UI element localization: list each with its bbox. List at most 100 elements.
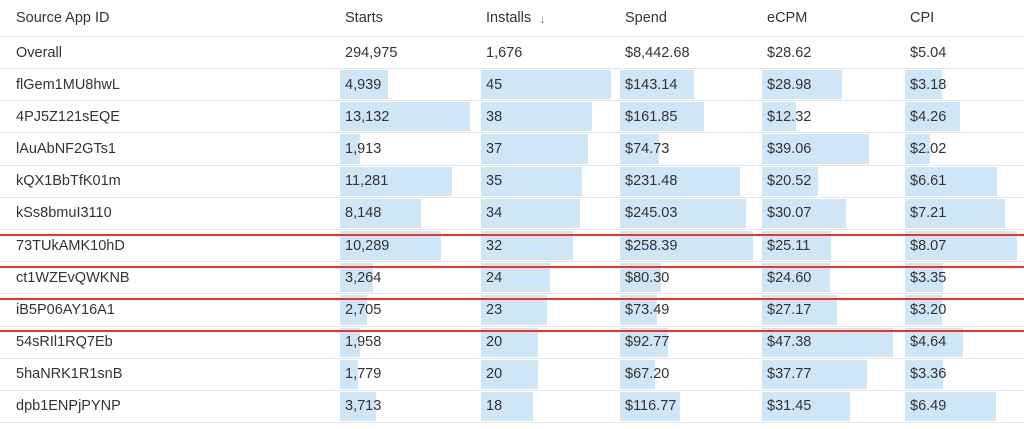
installs-cell: 38 bbox=[481, 101, 613, 132]
ecpm-cell: $31.45 bbox=[762, 391, 896, 422]
table-row[interactable]: iB5P06AY16A1 2,705 23 $73.49 $27.17 $3.20 bbox=[0, 294, 1024, 327]
column-header-starts[interactable]: Starts bbox=[345, 10, 383, 26]
table-row[interactable]: 54sRIl1RQ7Eb 1,958 20 $92.77 $47.38 $4.64 bbox=[0, 327, 1024, 359]
installs-cell: 20 bbox=[481, 327, 613, 358]
source-app-id-cell: dpb1ENPjPYNP bbox=[16, 398, 121, 415]
ecpm-bar bbox=[762, 327, 893, 357]
installs-cell: 37 bbox=[481, 133, 613, 164]
row-highlight-line bbox=[0, 298, 1024, 300]
row-highlight-line bbox=[0, 266, 1024, 268]
spend-bar bbox=[620, 102, 704, 132]
starts-bar bbox=[340, 295, 367, 325]
cpi-bar bbox=[905, 70, 942, 100]
overall-spend: $8,442.68 bbox=[625, 44, 690, 61]
overall-row: Overall 294,975 1,676 $8,442.68 $28.62 $… bbox=[0, 37, 1024, 69]
spend-cell: $143.14 bbox=[620, 69, 754, 100]
source-app-id-cell: kQX1BbTfK01m bbox=[16, 173, 121, 190]
table-row[interactable]: 5haNRK1R1snB 1,779 20 $67.20 $37.77 $3.36 bbox=[0, 359, 1024, 391]
table-row[interactable]: kQX1BbTfK01m 11,281 35 $231.48 $20.52 $6.61 bbox=[0, 166, 1024, 198]
overall-starts: 294,975 bbox=[345, 44, 398, 61]
table-row[interactable]: dpb1ENPjPYNP 3,713 18 $116.77 $31.45 $6.49 bbox=[0, 391, 1024, 424]
table-body: flGem1MU8hwL 4,939 45 $143.14 $28.98 $3.18 4PJ… bbox=[0, 69, 1024, 424]
ecpm-bar bbox=[762, 391, 850, 422]
starts-cell: 3,713 bbox=[340, 391, 472, 422]
installs-bar bbox=[481, 102, 592, 132]
source-app-id-cell: 73TUkAMK10hD bbox=[16, 237, 125, 254]
starts-cell: 1,913 bbox=[340, 133, 472, 164]
cpi-cell: $2.02 bbox=[905, 133, 1024, 164]
installs-bar bbox=[481, 70, 611, 100]
cpi-bar bbox=[905, 295, 942, 325]
starts-cell: 2,705 bbox=[340, 294, 472, 325]
installs-cell: 23 bbox=[481, 294, 613, 325]
ecpm-bar bbox=[762, 295, 837, 325]
ecpm-cell: $28.98 bbox=[762, 69, 896, 100]
cpi-bar bbox=[905, 134, 930, 164]
starts-cell: 11,281 bbox=[340, 166, 472, 197]
starts-cell: 8,148 bbox=[340, 198, 472, 229]
cpi-bar bbox=[905, 391, 996, 422]
overall-ecpm: $28.62 bbox=[767, 44, 812, 61]
overall-cpi: $5.04 bbox=[910, 44, 947, 61]
overall-installs: 1,676 bbox=[486, 44, 523, 61]
table-row[interactable]: flGem1MU8hwL 4,939 45 $143.14 $28.98 $3.18 bbox=[0, 69, 1024, 102]
column-header-source-app-id[interactable]: Source App ID bbox=[16, 10, 110, 26]
ecpm-cell: $47.38 bbox=[762, 327, 896, 358]
starts-cell: 1,779 bbox=[340, 359, 472, 390]
cpi-cell: $4.26 bbox=[905, 101, 1024, 132]
installs-bar bbox=[481, 295, 547, 325]
spend-cell: $73.49 bbox=[620, 294, 754, 325]
installs-cell: 20 bbox=[481, 359, 613, 390]
ecpm-cell: $39.06 bbox=[762, 133, 896, 164]
installs-bar bbox=[481, 166, 582, 196]
row-highlight-line bbox=[0, 234, 1024, 236]
installs-cell: 45 bbox=[481, 69, 613, 100]
row-highlight-line bbox=[0, 330, 1024, 332]
ecpm-cell: $30.07 bbox=[762, 198, 896, 229]
cpi-cell: $6.61 bbox=[905, 166, 1024, 197]
column-header-installs[interactable]: Installs ↓ bbox=[486, 10, 546, 26]
cpi-bar bbox=[905, 359, 943, 389]
table-row[interactable]: kSs8bmuI3110 8,148 34 $245.03 $30.07 $7.21 bbox=[0, 198, 1024, 230]
table-row[interactable]: lAuAbNF2GTs1 1,913 37 $74.73 $39.06 $2.02 bbox=[0, 133, 1024, 166]
sort-descending-icon[interactable]: ↓ bbox=[539, 10, 546, 26]
starts-cell: 1,958 bbox=[340, 327, 472, 358]
starts-bar bbox=[340, 166, 452, 196]
cpi-bar bbox=[905, 327, 963, 357]
spend-bar bbox=[620, 391, 680, 422]
column-header-spend[interactable]: Spend bbox=[625, 10, 667, 26]
cpi-cell: $3.18 bbox=[905, 69, 1024, 100]
spend-bar bbox=[620, 327, 668, 357]
cpi-bar bbox=[905, 102, 960, 132]
ecpm-bar bbox=[762, 70, 842, 100]
table-row[interactable]: 4PJ5Z121sEQE 13,132 38 $161.85 $12.32 $4.26 bbox=[0, 101, 1024, 134]
installs-bar bbox=[481, 198, 580, 228]
column-header-ecpm[interactable]: eCPM bbox=[767, 10, 808, 26]
source-app-id-cell: 54sRIl1RQ7Eb bbox=[16, 334, 113, 351]
installs-cell: 35 bbox=[481, 166, 613, 197]
spend-cell: $67.20 bbox=[620, 359, 754, 390]
ecpm-bar bbox=[762, 102, 796, 132]
source-app-id-cell: ct1WZEvQWKNB bbox=[16, 269, 130, 286]
cpi-cell: $7.21 bbox=[905, 198, 1024, 229]
spend-bar bbox=[620, 295, 657, 325]
installs-bar bbox=[481, 359, 538, 389]
cpi-cell: $6.49 bbox=[905, 391, 1024, 422]
ecpm-cell: $20.52 bbox=[762, 166, 896, 197]
spend-cell: $74.73 bbox=[620, 133, 754, 164]
spend-bar bbox=[620, 134, 659, 164]
cpi-bar bbox=[905, 198, 1005, 228]
ecpm-bar bbox=[762, 134, 869, 164]
spend-cell: $116.77 bbox=[620, 391, 754, 422]
installs-bar bbox=[481, 391, 533, 422]
column-header-cpi[interactable]: CPI bbox=[910, 10, 935, 26]
spend-bar bbox=[620, 166, 740, 196]
spend-bar bbox=[620, 359, 655, 389]
starts-cell: 4,939 bbox=[340, 69, 472, 100]
spend-bar bbox=[620, 70, 694, 100]
source-app-id-cell: kSs8bmuI3110 bbox=[16, 205, 112, 222]
starts-bar bbox=[340, 70, 388, 100]
starts-bar bbox=[340, 391, 376, 422]
cpi-cell: $3.36 bbox=[905, 359, 1024, 390]
